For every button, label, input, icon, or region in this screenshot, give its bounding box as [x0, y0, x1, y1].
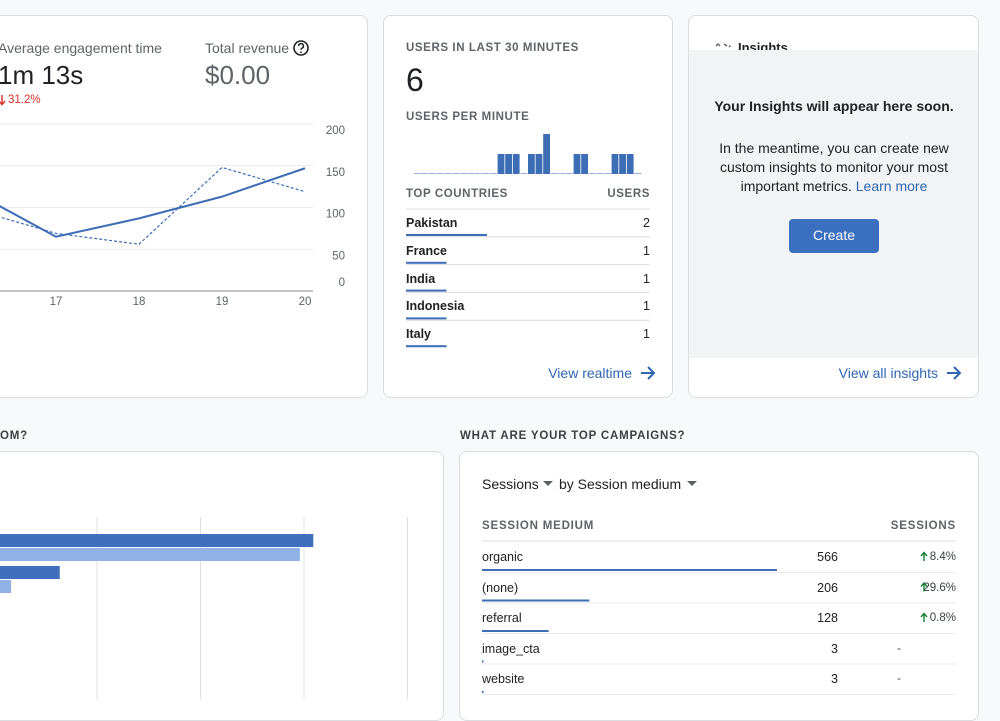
acquisition-card: [0, 451, 444, 721]
country-name: France: [406, 243, 447, 258]
section-title: USERS IN LAST 30 MINUTES: [406, 42, 579, 54]
country-users: 1: [643, 243, 650, 258]
metric-dropdown[interactable]: Sessions: [482, 476, 539, 492]
metric-value: 1m 13s: [0, 59, 84, 90]
sessions-value: 566: [817, 550, 838, 564]
sessions-change: -: [897, 642, 901, 655]
sessions-change: -: [897, 673, 901, 685]
country-users: 1: [643, 327, 650, 342]
insights-card: Insights Your Insights will appear here …: [688, 15, 979, 398]
insights-body: In the meantime, you can create new cust…: [719, 140, 949, 194]
campaigns-card: [459, 451, 979, 721]
user-count: 6: [406, 62, 424, 98]
insights-heading: Your Insights will appear here soon.: [714, 98, 954, 114]
metric-value: $0.00: [205, 59, 271, 90]
table-header: USERS: [607, 188, 650, 200]
sessions-value: 128: [817, 611, 838, 625]
section-heading: OM?: [0, 430, 28, 442]
table-header: SESSION MEDIUM: [482, 520, 595, 532]
view-realtime-link[interactable]: View realtime: [548, 365, 632, 381]
page: Insights Your Insights will appear here …: [0, 15, 979, 721]
sessions-value: 3: [831, 672, 838, 686]
view-insights-link[interactable]: View all insights: [838, 365, 938, 381]
medium-name: image_cta: [482, 641, 540, 656]
medium-name: organic: [482, 550, 523, 564]
sessions-value: 206: [817, 580, 838, 595]
country-name: Pakistan: [406, 216, 458, 230]
country-users: 1: [643, 299, 650, 314]
create-button[interactable]: Create: [789, 219, 879, 253]
learn-more-link[interactable]: Learn more: [855, 178, 928, 194]
insights-panel: Your Insights will appear here soon. In …: [689, 50, 978, 358]
country-name: India: [406, 271, 436, 286]
section-subtitle: USERS PER MINUTE: [406, 111, 530, 123]
sessions-change: 0.8%: [929, 612, 956, 624]
sessions-value: 3: [831, 641, 838, 656]
table-header: TOP COUNTRIES: [406, 188, 508, 200]
sessions-change: 8.4%: [929, 551, 956, 563]
table-header: SESSIONS: [890, 520, 956, 532]
country-users: 1: [643, 271, 650, 286]
medium-name: referral: [482, 611, 522, 625]
sessions-change: 29.6%: [923, 581, 956, 594]
medium-name: (none): [482, 580, 519, 595]
insights-body-block: In the meantime, you can create new cust…: [717, 139, 951, 196]
country-users: 2: [643, 216, 650, 230]
country-name: Italy: [406, 327, 432, 342]
metric-change: 31.2%: [8, 94, 41, 106]
metric-label: Average engagement time: [0, 40, 162, 56]
metric-label: Total revenue: [205, 40, 290, 56]
realtime-card: [383, 15, 673, 398]
country-name: Indonesia: [406, 299, 465, 314]
dimension-dropdown[interactable]: by Session medium: [559, 476, 682, 492]
section-heading: WHAT ARE YOUR TOP CAMPAIGNS?: [460, 430, 686, 442]
medium-name: website: [482, 672, 525, 686]
